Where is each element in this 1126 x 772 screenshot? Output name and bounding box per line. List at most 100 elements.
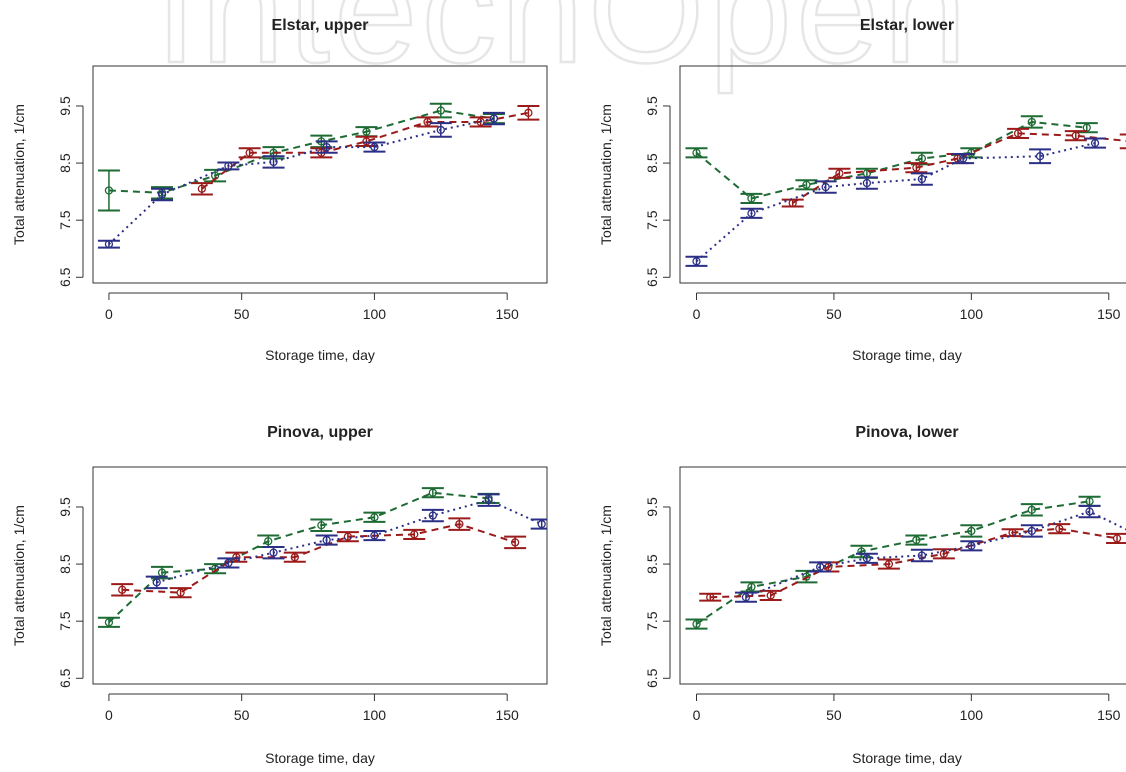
data-point — [692, 257, 701, 266]
x-tick-label: 50 — [234, 306, 250, 322]
data-point — [269, 157, 278, 167]
data-point — [917, 174, 927, 184]
chart-panel-3: Pinova, upper 0 50 100 150 6.5 7.5 8.5 9.5 Storag… — [11, 424, 548, 766]
y-tick-label: 9.5 — [644, 497, 660, 517]
y-tick-label: 8.5 — [644, 153, 660, 173]
data-point — [835, 169, 844, 178]
y-tick-label: 7.5 — [644, 210, 660, 230]
x-axis-label: Storage time, day — [852, 750, 962, 766]
series-line-red — [122, 523, 516, 594]
data-point — [953, 154, 962, 163]
data-point — [157, 190, 167, 199]
data-point — [176, 588, 185, 597]
x-axis-label: Storage time, day — [265, 347, 375, 363]
x-tick-label: 100 — [960, 306, 984, 322]
plot-frame — [92, 466, 548, 685]
data-point — [104, 240, 114, 249]
data-point — [917, 154, 927, 163]
data-point — [747, 582, 756, 592]
data-point — [423, 117, 432, 127]
data-point — [802, 572, 811, 581]
x-tick-label: 100 — [363, 306, 387, 322]
data-point — [912, 163, 921, 172]
data-point — [476, 117, 485, 127]
x-tick-label: 50 — [234, 707, 250, 723]
data-point — [692, 148, 701, 157]
y-tick-label: 9.5 — [57, 96, 73, 116]
data-point — [410, 530, 419, 539]
series-line-red — [710, 527, 1118, 599]
data-point — [524, 108, 533, 117]
x-axis-label: Storage time, day — [852, 347, 962, 363]
data-point — [343, 532, 353, 541]
plot-frame — [92, 65, 548, 284]
y-axis-label: Total attenuation, 1/cm — [11, 505, 27, 646]
x-tick-label: 50 — [826, 707, 842, 723]
data-point — [210, 564, 220, 573]
data-point — [370, 531, 379, 540]
y-axis-label: Total attenuation, 1/cm — [598, 505, 614, 646]
plot-frame — [679, 466, 1126, 685]
data-point — [747, 209, 756, 218]
data-point — [1027, 526, 1036, 536]
y-tick-label: 7.5 — [644, 611, 660, 631]
x-tick-label: 0 — [693, 306, 701, 322]
chart-title: Pinova, upper — [267, 424, 373, 441]
data-point — [290, 553, 299, 562]
data-point — [322, 535, 331, 545]
y-tick-label: 6.5 — [644, 267, 660, 287]
data-point — [1013, 129, 1023, 138]
x-tick-label: 150 — [1097, 707, 1121, 723]
data-point — [537, 519, 546, 529]
data-point — [362, 127, 371, 136]
data-point — [484, 495, 493, 505]
y-axis-label: Total attenuation, 1/cm — [11, 104, 27, 245]
data-point — [1090, 138, 1100, 148]
x-tick-label: 50 — [826, 306, 842, 322]
data-point — [232, 553, 241, 562]
data-point — [224, 161, 233, 171]
series-group — [97, 102, 540, 249]
data-point — [1027, 117, 1036, 127]
y-axis-label: Total attenuation, 1/cm — [598, 104, 614, 245]
y-tick-label: 8.5 — [57, 153, 73, 173]
data-point — [692, 619, 701, 629]
data-point — [958, 154, 968, 163]
chart-title: Elstar, upper — [272, 17, 369, 34]
data-point — [245, 148, 254, 157]
data-point — [104, 186, 114, 195]
data-point — [1071, 131, 1080, 140]
data-point — [1112, 534, 1122, 543]
y-tick-label: 9.5 — [57, 497, 73, 517]
x-tick-label: 0 — [105, 306, 113, 322]
y-tick-label: 6.5 — [57, 267, 73, 287]
data-point — [264, 537, 273, 546]
x-tick-label: 150 — [495, 306, 519, 322]
data-point — [802, 180, 811, 189]
data-point — [1055, 524, 1064, 533]
y-tick-label: 8.5 — [644, 554, 660, 574]
chart-panel-1: Elstar, upper 0 50 100 150 6.5 7.5 8.5 9.5 Storag… — [11, 17, 548, 363]
y-tick-label: 7.5 — [57, 611, 73, 631]
data-point — [455, 519, 464, 529]
series-line-green — [695, 500, 1090, 625]
x-tick-label: 150 — [1097, 306, 1121, 322]
data-point — [967, 541, 976, 550]
data-point — [862, 178, 872, 188]
data-point — [967, 526, 976, 536]
series-line-green — [695, 120, 1087, 200]
data-point — [788, 198, 797, 208]
data-point — [741, 593, 751, 602]
data-point — [917, 551, 927, 560]
data-point — [510, 538, 520, 547]
data-point — [436, 125, 445, 135]
plot-frame — [679, 65, 1126, 284]
series-group — [97, 487, 547, 628]
y-tick-label: 8.5 — [57, 554, 73, 574]
y-tick-label: 6.5 — [644, 668, 660, 688]
data-point — [816, 562, 825, 572]
chart-title: Pinova, lower — [855, 424, 958, 441]
data-point — [1027, 505, 1036, 514]
data-point — [224, 558, 233, 568]
